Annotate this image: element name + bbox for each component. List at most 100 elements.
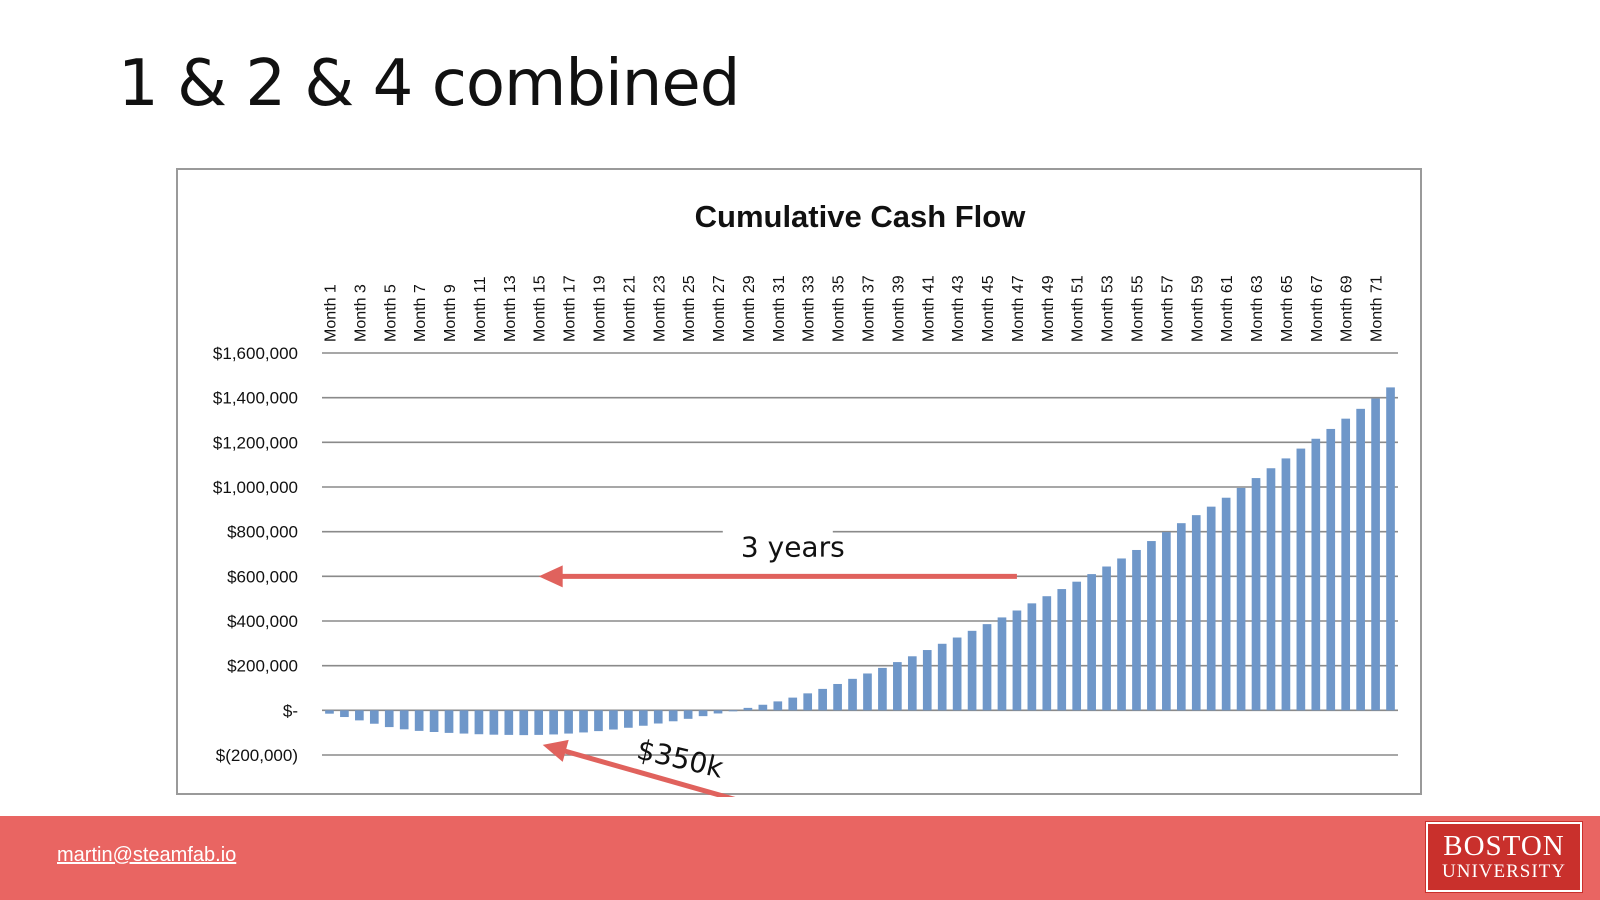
footer-bar: martin@steamfab.io BOSTON UNIVERSITY	[0, 816, 1600, 900]
bar	[728, 710, 738, 712]
x-tick-label: Month 39	[890, 275, 907, 342]
bar	[1386, 387, 1395, 711]
x-tick-label: Month 45	[980, 275, 997, 342]
bar	[325, 710, 334, 714]
bar	[474, 710, 484, 735]
annotation-arrow-head	[538, 565, 563, 588]
x-tick-label: Month 13	[502, 275, 519, 342]
bar	[459, 710, 469, 734]
bar	[1221, 497, 1231, 711]
x-tick-label: Month 37	[860, 275, 877, 342]
bar	[967, 630, 977, 711]
x-tick-label: Month 7	[412, 284, 429, 342]
logo-line-2: UNIVERSITY	[1442, 861, 1566, 882]
bar	[758, 704, 768, 711]
x-tick-label: Month 69	[1339, 275, 1356, 342]
x-tick-label: Month 11	[472, 276, 489, 342]
bar	[668, 710, 678, 722]
x-tick-label: Month 33	[801, 275, 818, 342]
x-tick-label: Month 9	[442, 284, 459, 342]
x-tick-label: Month 17	[562, 275, 579, 342]
bar	[863, 673, 872, 711]
chart-frame: Cumulative Cash Flow $(200,000) $- $200,000…	[176, 168, 1422, 797]
bar	[369, 710, 379, 724]
bar	[444, 710, 454, 733]
bar	[1311, 438, 1321, 711]
bar	[833, 683, 842, 711]
bar	[1042, 596, 1052, 711]
annotation-arrow-head	[542, 739, 569, 762]
x-tick-label: Month 53	[1100, 275, 1117, 342]
y-tick-label: $200,000	[227, 657, 298, 676]
bar	[907, 656, 917, 711]
bar	[1162, 532, 1171, 711]
bar	[624, 710, 633, 728]
x-tick-label: Month 19	[591, 275, 608, 342]
bar	[1356, 408, 1365, 711]
x-tick-label: Month 71	[1369, 275, 1386, 342]
annotation-3-years-label: 3 years	[741, 530, 845, 563]
bar	[1147, 541, 1156, 711]
bar	[355, 710, 364, 721]
bar	[1102, 566, 1111, 711]
bar	[788, 697, 798, 711]
x-tick-label: Month 41	[920, 275, 937, 342]
x-tick-label: Month 3	[352, 284, 369, 342]
bar	[803, 693, 813, 711]
x-tick-label: Month 15	[532, 275, 549, 342]
bar	[579, 710, 588, 733]
y-tick-label: $1,000,000	[213, 478, 298, 497]
bar	[922, 650, 932, 711]
bar	[399, 710, 409, 730]
bar	[1087, 574, 1096, 711]
y-tick-label: $-	[283, 701, 298, 720]
bar	[489, 710, 499, 735]
bar	[1072, 581, 1082, 711]
x-tick-label: Month 65	[1279, 275, 1296, 342]
bar	[1057, 589, 1067, 711]
footer-email-link[interactable]: martin@steamfab.io	[57, 844, 237, 866]
x-tick-label: Month 57	[1159, 275, 1176, 342]
bar	[818, 688, 827, 711]
bar	[743, 707, 753, 711]
bar	[713, 710, 723, 714]
bar	[594, 710, 603, 732]
bar	[564, 710, 573, 734]
x-tick-label: Month 5	[382, 284, 399, 342]
x-tick-label: Month 27	[711, 275, 728, 342]
y-tick-label: $400,000	[227, 612, 298, 631]
bar	[1251, 478, 1261, 711]
y-tick-label: $1,600,000	[213, 344, 298, 363]
bar	[1281, 458, 1291, 711]
bar	[504, 710, 514, 735]
slide-title: 1 & 2 & 4 combined	[118, 47, 740, 121]
bar	[414, 710, 424, 731]
x-tick-label: Month 55	[1129, 275, 1146, 342]
x-tick-label: Month 59	[1189, 275, 1206, 342]
bar	[982, 624, 992, 711]
x-tick-label: Month 61	[1219, 275, 1236, 342]
bar	[653, 710, 663, 724]
bar	[1012, 610, 1022, 711]
bar	[1027, 603, 1037, 711]
x-tick-label: Month 31	[771, 275, 788, 342]
bar	[1206, 506, 1216, 711]
bar	[1341, 418, 1351, 711]
x-tick-label: Month 25	[681, 275, 698, 342]
x-tick-label: Month 29	[741, 275, 758, 342]
y-tick-label: $(200,000)	[216, 746, 298, 765]
bar	[997, 617, 1007, 711]
x-tick-label: Month 63	[1249, 275, 1266, 342]
bar	[340, 710, 349, 718]
bar	[549, 710, 558, 735]
bar	[638, 710, 648, 726]
annotation-arrow-line	[560, 747, 736, 797]
chart-title: Cumulative Cash Flow	[695, 199, 1027, 234]
bar	[1296, 448, 1306, 711]
logo-line-1: BOSTON	[1443, 830, 1565, 862]
boston-university-logo: BOSTON UNIVERSITY	[1425, 821, 1583, 893]
bar	[698, 710, 708, 717]
bar	[848, 678, 857, 711]
bar	[878, 667, 887, 711]
bar	[609, 710, 618, 730]
